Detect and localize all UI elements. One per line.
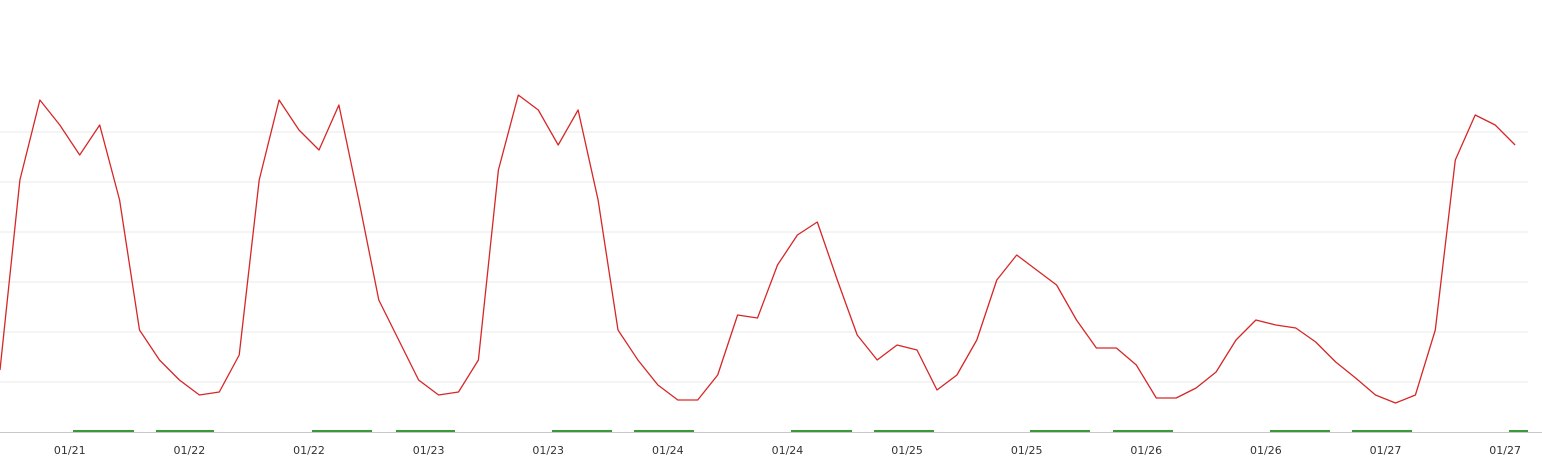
period-marker — [1509, 430, 1528, 432]
period-marker — [73, 430, 134, 432]
x-tick-label: 01/22 — [293, 444, 325, 457]
x-tick-label: 01/27 — [1370, 444, 1402, 457]
x-tick-label: 01/26 — [1130, 444, 1162, 457]
period-markers — [73, 430, 1528, 432]
x-tick-label: 01/23 — [532, 444, 564, 457]
x-tick-label: 01/24 — [652, 444, 684, 457]
x-tick-label: 01/26 — [1250, 444, 1282, 457]
x-tick-label: 01/22 — [174, 444, 206, 457]
x-tick-label: 01/25 — [1011, 444, 1043, 457]
period-marker — [156, 430, 214, 432]
period-marker — [396, 430, 455, 432]
x-tick-label: 01/23 — [413, 444, 445, 457]
period-marker — [874, 430, 934, 432]
period-marker — [312, 430, 372, 432]
period-marker — [1270, 430, 1330, 432]
x-tick-label: 01/25 — [891, 444, 923, 457]
x-tick-label: 01/27 — [1489, 444, 1521, 457]
period-marker — [791, 430, 852, 432]
period-marker — [552, 430, 612, 432]
period-marker — [1030, 430, 1090, 432]
period-marker — [634, 430, 694, 432]
period-marker — [1113, 430, 1173, 432]
x-tick-label: 01/21 — [54, 444, 86, 457]
data-line — [0, 94, 1516, 404]
x-tick-label: 01/24 — [772, 444, 804, 457]
period-marker — [1352, 430, 1412, 432]
